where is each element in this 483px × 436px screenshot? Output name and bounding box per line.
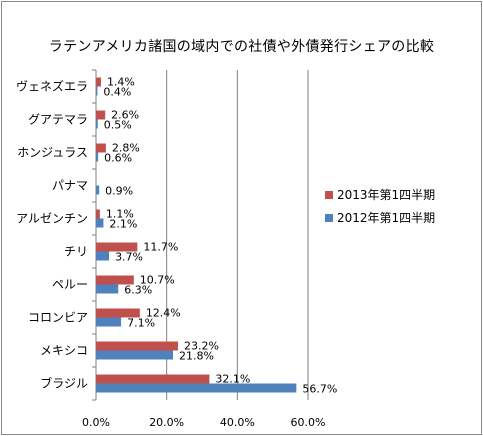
- data-label-2012: 6.3%: [124, 284, 152, 297]
- data-label-2012: 0.6%: [104, 152, 132, 165]
- category-label: ペルー: [52, 278, 88, 292]
- bar-2013: [96, 242, 138, 252]
- data-label-2012: 0.5%: [104, 119, 132, 132]
- data-label-2012: 56.7%: [302, 383, 337, 396]
- legend-label: 2013年第1四半期: [337, 188, 435, 202]
- data-label-2013: 12.4%: [146, 307, 181, 320]
- bar-2012: [96, 317, 122, 327]
- category-label: チリ: [64, 245, 88, 259]
- data-label-2013: 23.2%: [184, 340, 219, 353]
- data-label-2013: 10.7%: [140, 274, 175, 287]
- data-label-2013: 32.1%: [215, 373, 250, 386]
- category-label: ブラジル: [40, 376, 88, 391]
- bar-2013: [96, 110, 106, 120]
- bar-2013: [96, 374, 210, 384]
- bar-2012: [96, 86, 98, 96]
- chart-title: ラテンアメリカ諸国の域内での社債や外債発行シェアの比較: [48, 39, 435, 55]
- bar-2012: [96, 350, 174, 360]
- data-label-2012: 2.1%: [109, 218, 137, 231]
- category-label: アルゼンチン: [16, 212, 88, 226]
- bar-2013: [96, 209, 100, 219]
- data-label-2013: 11.7%: [143, 241, 178, 254]
- bar-2012: [96, 119, 98, 129]
- bar-2012: [96, 251, 110, 261]
- x-tick-label: 40.0%: [220, 416, 255, 429]
- category-label: メキシコ: [40, 344, 88, 358]
- data-label-2012: 21.8%: [179, 350, 214, 363]
- category-label: パナマ: [52, 179, 88, 193]
- bar-2012: [96, 152, 99, 162]
- data-label-2013: 2.8%: [112, 142, 140, 155]
- category-label: コロンビア: [28, 311, 88, 325]
- category-label: グアテマラ: [28, 113, 88, 127]
- x-tick-label: 0.0%: [82, 416, 110, 429]
- x-tick-label: 20.0%: [149, 416, 184, 429]
- bar-2012: [96, 383, 297, 393]
- data-label-2012: 0.9%: [105, 185, 133, 198]
- x-tick-label: 60.0%: [291, 416, 326, 429]
- bar-2013: [96, 341, 178, 351]
- legend-swatch: [325, 191, 333, 199]
- data-label-2012: 0.4%: [103, 86, 131, 99]
- bar-2013: [96, 143, 106, 153]
- data-label-2012: 3.7%: [115, 251, 143, 264]
- bar-2013: [96, 275, 134, 285]
- bar-2013: [96, 77, 101, 87]
- bar-2012: [96, 185, 100, 195]
- bar-2012: [96, 284, 119, 294]
- data-label-2013: 2.6%: [111, 109, 139, 122]
- legend-label: 2012年第1四半期: [337, 211, 435, 225]
- data-label-2012: 7.1%: [127, 317, 155, 330]
- bar-2012: [96, 218, 104, 228]
- legend-swatch: [325, 214, 333, 222]
- data-label-2013: 1.1%: [106, 208, 134, 221]
- data-label-2013: 1.4%: [107, 76, 135, 89]
- category-label: ヴェネズエラ: [16, 79, 88, 94]
- category-label: ホンジュラス: [17, 146, 88, 160]
- bar-2013: [96, 308, 140, 318]
